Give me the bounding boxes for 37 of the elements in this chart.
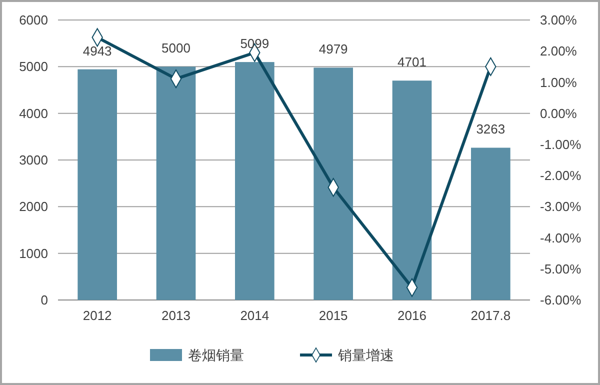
y2-tick-label: -5.00%: [540, 261, 582, 276]
y2-tick-label: -6.00%: [540, 292, 582, 308]
bar: [235, 62, 274, 300]
x-tick-label: 2014: [240, 308, 270, 323]
data-label: 5099: [240, 36, 270, 52]
y2-tick-label: -3.00%: [540, 199, 582, 214]
bar: [78, 69, 117, 300]
bar: [392, 80, 432, 300]
y2-tick-label: 3.00%: [540, 12, 578, 28]
x-tick-label: 2015: [318, 308, 348, 323]
y2-tick-label: -1.00%: [540, 136, 582, 152]
data-label: 4701: [398, 54, 426, 70]
y2-tick-label: -2.00%: [540, 168, 582, 184]
bar: [471, 148, 510, 300]
y-tick-label: 5000: [19, 59, 48, 74]
y-tick-label: 2000: [19, 199, 48, 214]
y2-tick-label: 0.00%: [540, 106, 578, 121]
data-label: 4979: [318, 42, 348, 57]
y-tick-label: 4000: [19, 106, 48, 121]
y2-tick-label: -4.00%: [540, 230, 582, 246]
legend-label: 销量增速: [337, 346, 394, 363]
y-tick-label: 1000: [19, 246, 48, 261]
x-tick-label: 2012: [82, 308, 112, 323]
x-tick-label: 2017.8: [470, 308, 511, 323]
y-tick-label: 3000: [19, 152, 48, 168]
y2-tick-label: 2.00%: [540, 44, 578, 59]
x-tick-label: 2016: [398, 308, 426, 323]
y-tick-label: 0: [40, 292, 48, 308]
legend-label: 卷烟销量: [188, 346, 244, 363]
y-tick-label: 6000: [19, 12, 48, 28]
bar: [156, 66, 196, 300]
data-label: 5000: [162, 40, 190, 56]
bar: [314, 68, 353, 300]
y2-tick-label: 1.00%: [540, 74, 578, 90]
data-label: 4943: [82, 43, 112, 58]
x-tick-label: 2013: [162, 308, 190, 323]
data-label: 3263: [476, 122, 506, 137]
